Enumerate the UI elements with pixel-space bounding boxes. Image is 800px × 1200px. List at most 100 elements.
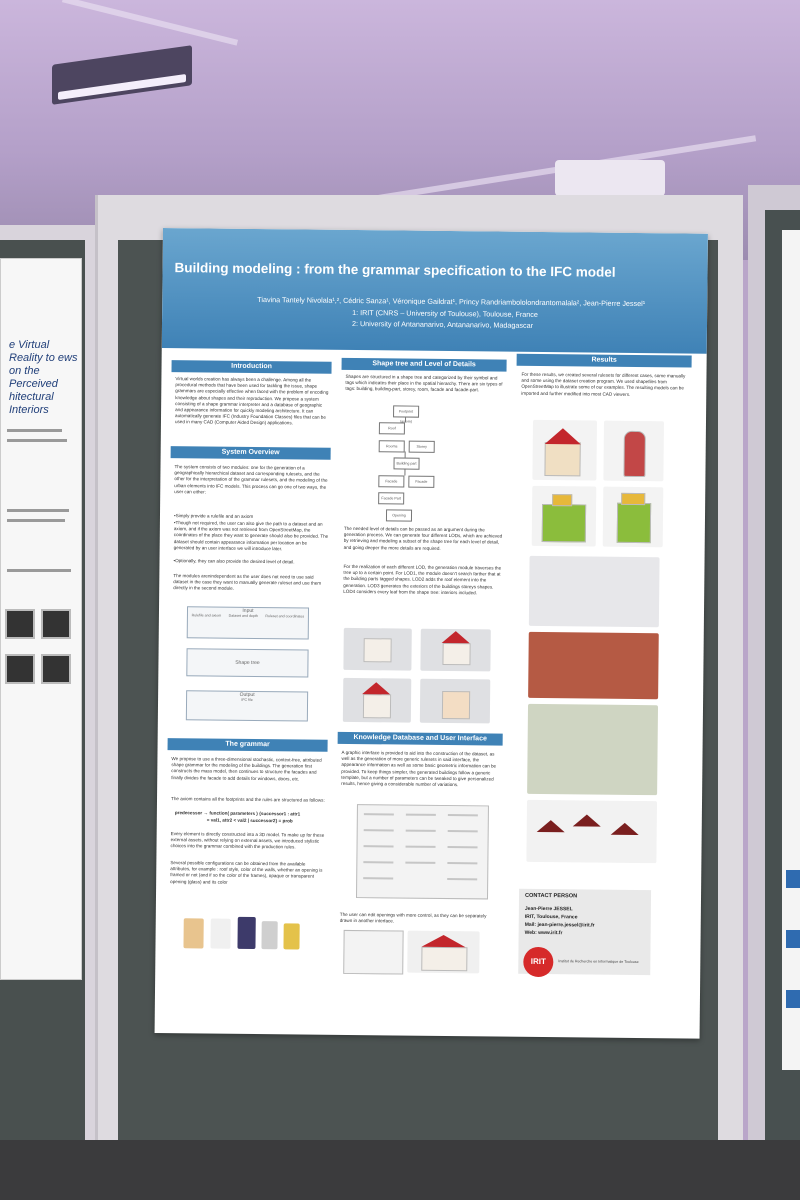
irit-logo: IRIT: [523, 946, 554, 978]
tree-node: Opening: [385, 509, 413, 522]
section-heading-introduction: Introduction: [171, 360, 332, 374]
poster-authors: Tiavina Tantely Nivolala¹,², Cédric Sanz…: [257, 294, 646, 309]
lod-building: [363, 638, 392, 663]
ui-field: [405, 829, 436, 832]
tree-node: Facade: [408, 475, 435, 488]
contact-org: IRIT, Toulouse, France: [524, 913, 578, 921]
grammar-text: We propose to use a three-dimensional st…: [171, 756, 322, 782]
opening-editor-screenshot: [343, 929, 404, 975]
diagram-output-box: Output IFC file: [185, 690, 309, 722]
lod-building: [421, 946, 468, 972]
ui-field: [363, 845, 394, 848]
diagram-input-item: Dataset and depth: [228, 613, 259, 619]
diagram-input-item: Rulefile and axiom: [191, 613, 222, 618]
thumbnail-image: [41, 609, 71, 639]
facade-render: [261, 921, 278, 950]
poster-accent: [786, 990, 800, 1008]
section-heading-grammar: The grammar: [167, 738, 328, 752]
building-body: [616, 502, 652, 544]
ui-field: [405, 813, 436, 816]
lod1-render: [343, 627, 412, 671]
ui-field: [447, 830, 478, 833]
result-tower-render: [603, 420, 665, 482]
ui-field: [363, 829, 394, 832]
result-houses-render: [526, 799, 658, 864]
ui-field: [363, 813, 394, 816]
tree-node: Building part: [393, 457, 420, 470]
text-line: [7, 509, 69, 512]
diagram-input-box: Input Rulefile and axiom Dataset and dep…: [186, 606, 310, 640]
lod-building: [362, 694, 392, 719]
result-green-building-render: [531, 485, 597, 547]
tree-node: Facade: [378, 475, 405, 488]
contact-name: Jean-Pierre JESSEL: [524, 905, 573, 913]
tree-edge: [404, 451, 406, 458]
lod-roof: [441, 630, 470, 644]
grammar-text-3: Every element is directly constructed in…: [170, 831, 325, 850]
tree-node: Facade Part: [378, 492, 405, 505]
contact-heading: CONTACT PERSON: [524, 892, 578, 900]
lod3-render: [342, 677, 412, 723]
lod2-render: [420, 628, 491, 672]
tower-body: [623, 430, 646, 478]
house-roof: [572, 814, 601, 827]
tree-node: Rooms: [378, 440, 405, 453]
left-poster: e Virtual Reality to ews on the Perceive…: [0, 258, 82, 980]
contact-web: Web: www.irit.fr: [524, 929, 563, 937]
diagram-output-item: IFC file: [241, 697, 253, 702]
poster-accent: [786, 930, 800, 948]
poster-affiliation-2: 2: University of Antananarivo, Antananar…: [351, 318, 534, 330]
lod-roof: [362, 682, 391, 695]
opening-result-render: [407, 930, 480, 974]
result-city-map-render: [527, 703, 659, 796]
result-green-building-render: [602, 486, 664, 548]
tree-edge: [404, 416, 407, 423]
poster-accent: [786, 870, 800, 888]
diagram-shape-tree-box: Shape tree: [186, 648, 309, 678]
result-city-lod1-render: [528, 555, 660, 628]
text-line: [7, 429, 62, 432]
thumbnail-image: [41, 654, 71, 684]
ui-field: [405, 845, 436, 848]
house-walls: [544, 442, 581, 477]
introduction-text: Virtual worlds creation has always been …: [174, 376, 329, 426]
house-roof: [544, 428, 581, 445]
grammar-rule-line: = val1, attr2 < val2 | successor2} = pro…: [206, 817, 293, 824]
section-heading-knowledge: Knowledge Database and User Interface: [337, 731, 503, 746]
system-overview-bullet: •Though not required, the user can also …: [173, 520, 329, 552]
result-house-render: [532, 419, 598, 481]
system-overview-text: The system consists of two modules: one …: [174, 464, 328, 495]
diagram-input-item: Ruleset and coordinates: [265, 614, 305, 619]
facade-render: [237, 916, 256, 950]
shape-tree-text: Shapes are structured in a shape tree an…: [345, 373, 503, 393]
building-body: [541, 503, 587, 543]
ui-field: [447, 814, 478, 817]
section-heading-shape-tree: Shape tree and Level of Details: [341, 357, 507, 372]
ui-field: [447, 878, 478, 881]
lod-building: [441, 690, 471, 720]
tree-node: Footprint (axiom): [393, 405, 420, 424]
left-poster-title: e Virtual Reality to ews on the Perceive…: [9, 339, 78, 416]
ui-field: [363, 861, 394, 864]
text-line: [7, 439, 67, 442]
grammar-rule-line: predecessor → function( parameters ) {su…: [174, 810, 301, 817]
lod-building: [442, 642, 471, 666]
tree-node: Roof: [378, 422, 405, 435]
knowledge-text-2: The user can edit openings with more con…: [339, 911, 487, 924]
system-overview-bullet: •Optionally, they can also provide the d…: [173, 558, 295, 565]
thumbnail-image: [5, 654, 35, 684]
projector: [555, 160, 665, 196]
research-poster: Building modeling : from the grammar spe…: [154, 228, 708, 1039]
building-top: [621, 492, 646, 506]
results-text: For these results, we created several ru…: [521, 371, 686, 397]
grammar-text-2: The axiom contains all the footprints an…: [170, 796, 325, 803]
house-roof: [536, 819, 565, 833]
poster-title: Building modeling : from the grammar spe…: [174, 260, 616, 280]
text-line: [7, 569, 71, 572]
floor: [0, 1140, 800, 1200]
section-heading-system-overview: System Overview: [170, 446, 331, 460]
dataset-ui-screenshot: [355, 804, 489, 900]
shape-tree-text-2: The needed level of details can be passe…: [343, 525, 503, 551]
poster-header: Building modeling : from the grammar spe…: [161, 228, 708, 354]
text-line: [7, 519, 65, 522]
